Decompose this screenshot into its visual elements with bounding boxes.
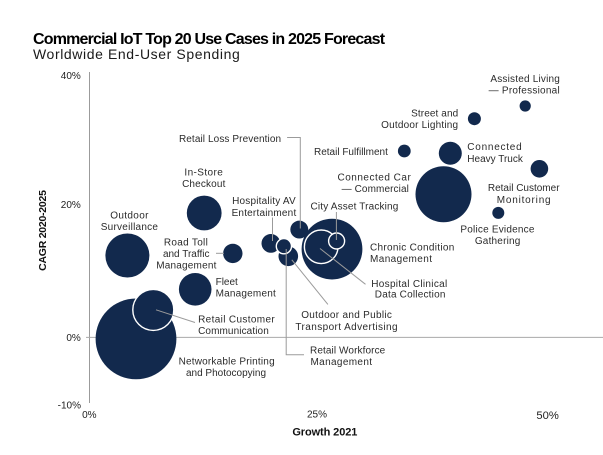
svg-text:Communication: Communication (198, 326, 269, 337)
svg-text:Retail Fulfillment: Retail Fulfillment (314, 147, 388, 158)
svg-text:and Traffic: and Traffic (163, 249, 210, 260)
svg-text:Worldwide End-User Spending: Worldwide End-User Spending (33, 46, 240, 62)
svg-text:Retail Workforce: Retail Workforce (310, 346, 386, 357)
svg-text:Outdoor Lighting: Outdoor Lighting (381, 120, 458, 131)
svg-text:-10%: -10% (58, 401, 81, 412)
svg-text:Management: Management (311, 357, 373, 368)
svg-text:Connected: Connected (467, 142, 522, 153)
svg-text:Management: Management (370, 254, 432, 265)
svg-text:Data Collection: Data Collection (375, 290, 446, 301)
svg-text:Management: Management (156, 260, 216, 271)
svg-text:40%: 40% (61, 71, 81, 82)
svg-text:Hospital Clinical: Hospital Clinical (371, 279, 447, 290)
svg-text:Monitoring: Monitoring (497, 195, 552, 206)
svg-text:20%: 20% (61, 200, 81, 211)
svg-text:Police Evidence: Police Evidence (460, 225, 534, 236)
svg-text:Assisted Living: Assisted Living (490, 74, 560, 85)
svg-text:Networkable Printing: Networkable Printing (179, 357, 275, 368)
svg-text:Heavy Truck: Heavy Truck (467, 154, 524, 165)
svg-text:Transport Advertising: Transport Advertising (295, 322, 398, 333)
svg-text:Street and: Street and (411, 108, 458, 119)
svg-text:Connected Car: Connected Car (338, 172, 412, 183)
svg-text:In-Store: In-Store (184, 168, 223, 179)
svg-text:Outdoor: Outdoor (110, 211, 149, 222)
svg-text:Retail Loss Prevention: Retail Loss Prevention (179, 134, 281, 145)
svg-text:— Professional: — Professional (489, 85, 560, 96)
svg-text:Surveillance: Surveillance (101, 222, 159, 233)
svg-text:Hospitality AV: Hospitality AV (232, 196, 296, 207)
svg-text:Road Toll: Road Toll (164, 238, 208, 249)
svg-text:0%: 0% (82, 410, 97, 421)
svg-text:City Asset Tracking: City Asset Tracking (311, 201, 399, 212)
svg-text:Checkout: Checkout (182, 179, 226, 190)
svg-text:Growth 2021: Growth 2021 (292, 426, 357, 438)
svg-text:Commercial IoT Top 20 Use Case: Commercial IoT Top 20 Use Cases in 2025 … (33, 31, 386, 48)
svg-text:0%: 0% (66, 333, 81, 344)
svg-text:Gathering: Gathering (475, 236, 521, 247)
svg-text:25%: 25% (307, 410, 327, 421)
svg-text:Fleet: Fleet (216, 277, 238, 288)
svg-text:and Photocopying: and Photocopying (186, 368, 266, 379)
svg-text:— Commercial: — Commercial (342, 184, 409, 195)
svg-text:Retail Customer: Retail Customer (488, 183, 560, 194)
svg-text:CAGR 2020-2025: CAGR 2020-2025 (37, 190, 49, 271)
svg-text:Retail Customer: Retail Customer (198, 314, 275, 325)
svg-text:Entertainment: Entertainment (232, 208, 297, 219)
svg-text:Management: Management (216, 288, 276, 299)
svg-text:50%: 50% (536, 410, 558, 422)
svg-text:Chronic Condition: Chronic Condition (370, 242, 455, 253)
svg-text:Outdoor and Public: Outdoor and Public (301, 310, 392, 321)
